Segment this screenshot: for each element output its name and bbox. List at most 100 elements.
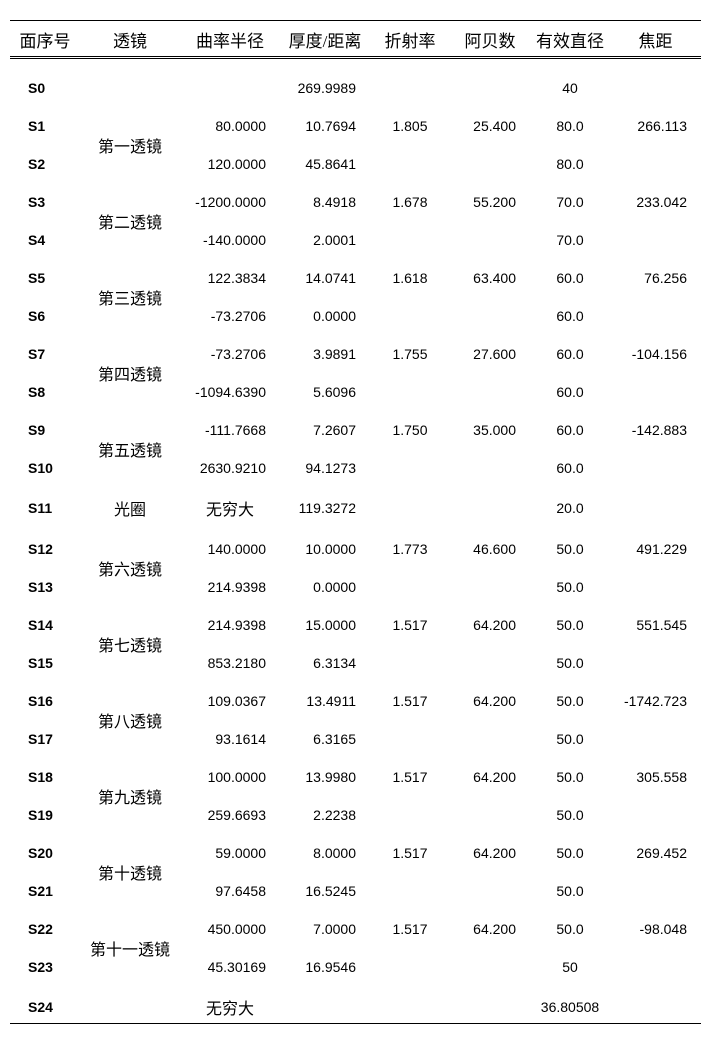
- cell-focal: -1742.723: [610, 691, 701, 710]
- cell-radius: 853.2180: [180, 653, 280, 672]
- cell-thickness: 94.1273: [280, 458, 370, 477]
- cell-thickness: 6.3134: [280, 653, 370, 672]
- cell-abbe: [450, 78, 530, 97]
- cell-thickness: 10.7694: [280, 116, 370, 135]
- cell-index: 1.517: [370, 767, 450, 786]
- cell-thickness: 7.0000: [280, 919, 370, 938]
- cell-diameter: 50.0: [530, 729, 610, 748]
- cell-abbe: [450, 382, 530, 401]
- cell-abbe: 55.200: [450, 192, 530, 211]
- cell-index: 1.517: [370, 615, 450, 634]
- cell-lens: [80, 78, 180, 97]
- cell-abbe: [450, 577, 530, 596]
- cell-diameter: 70.0: [530, 192, 610, 211]
- cell-abbe: [450, 154, 530, 173]
- cell-index: [370, 805, 450, 824]
- cell-surface-no: S15: [10, 653, 80, 672]
- cell-lens: 第十一透镜: [80, 919, 180, 976]
- cell-diameter: 36.80508: [530, 995, 610, 1024]
- cell-radius: 93.1614: [180, 729, 280, 748]
- cell-diameter: 20.0: [530, 496, 610, 520]
- cell-surface-no: S11: [10, 496, 80, 520]
- cell-surface-no: S20: [10, 843, 80, 862]
- table-row: S14第七透镜214.939815.00001.51764.20050.0551…: [10, 615, 701, 634]
- cell-index: [370, 230, 450, 249]
- cell-diameter: 50.0: [530, 881, 610, 900]
- cell-index: [370, 382, 450, 401]
- cell-diameter: 60.0: [530, 458, 610, 477]
- cell-thickness: 7.2607: [280, 420, 370, 439]
- table-row: S20第十透镜59.00008.00001.51764.20050.0269.4…: [10, 843, 701, 862]
- cell-surface-no: S0: [10, 78, 80, 97]
- cell-diameter: 60.0: [530, 268, 610, 287]
- cell-focal: [610, 577, 701, 596]
- cell-radius: -73.2706: [180, 344, 280, 363]
- cell-diameter: 50.0: [530, 919, 610, 938]
- cell-abbe: 46.600: [450, 539, 530, 558]
- table-row: S11光圈无穷大119.327220.0: [10, 496, 701, 520]
- cell-abbe: 64.200: [450, 843, 530, 862]
- cell-focal: [610, 805, 701, 824]
- cell-thickness: 0.0000: [280, 306, 370, 325]
- cell-diameter: 80.0: [530, 154, 610, 173]
- col-thickness: 厚度/距离: [280, 21, 370, 58]
- cell-thickness: 16.5245: [280, 881, 370, 900]
- cell-focal: 266.113: [610, 116, 701, 135]
- cell-radius: -73.2706: [180, 306, 280, 325]
- cell-lens: 第二透镜: [80, 192, 180, 249]
- cell-surface-no: S8: [10, 382, 80, 401]
- table-row: S7第四透镜-73.27063.98911.75527.60060.0-104.…: [10, 344, 701, 363]
- cell-thickness: 8.0000: [280, 843, 370, 862]
- cell-diameter: 50.0: [530, 767, 610, 786]
- cell-abbe: 27.600: [450, 344, 530, 363]
- col-diameter: 有效直径: [530, 21, 610, 58]
- cell-surface-no: S14: [10, 615, 80, 634]
- cell-abbe: [450, 957, 530, 976]
- cell-abbe: [450, 881, 530, 900]
- cell-index: 1.773: [370, 539, 450, 558]
- cell-thickness: 0.0000: [280, 577, 370, 596]
- cell-thickness: 8.4918: [280, 192, 370, 211]
- cell-index: [370, 154, 450, 173]
- cell-thickness: 15.0000: [280, 615, 370, 634]
- cell-lens: 第八透镜: [80, 691, 180, 748]
- col-index: 折射率: [370, 21, 450, 58]
- cell-focal: 305.558: [610, 767, 701, 786]
- cell-focal: [610, 154, 701, 173]
- cell-lens: 第三透镜: [80, 268, 180, 325]
- cell-abbe: 63.400: [450, 268, 530, 287]
- cell-thickness: 269.9989: [280, 78, 370, 97]
- cell-thickness: 2.2238: [280, 805, 370, 824]
- cell-index: [370, 78, 450, 97]
- cell-thickness: 6.3165: [280, 729, 370, 748]
- cell-index: [370, 653, 450, 672]
- cell-focal: [610, 458, 701, 477]
- table-row: S0269.998940: [10, 78, 701, 97]
- cell-radius: 450.0000: [180, 919, 280, 938]
- cell-diameter: 50.0: [530, 691, 610, 710]
- cell-thickness: 14.0741: [280, 268, 370, 287]
- cell-focal: 551.545: [610, 615, 701, 634]
- cell-abbe: 64.200: [450, 919, 530, 938]
- cell-diameter: 50.0: [530, 805, 610, 824]
- col-radius: 曲率半径: [180, 21, 280, 58]
- cell-radius: 259.6693: [180, 805, 280, 824]
- cell-diameter: 60.0: [530, 420, 610, 439]
- cell-focal: [610, 496, 701, 520]
- cell-index: 1.805: [370, 116, 450, 135]
- table-row: S16第八透镜109.036713.49111.51764.20050.0-17…: [10, 691, 701, 710]
- cell-abbe: [450, 653, 530, 672]
- cell-radius: 120.0000: [180, 154, 280, 173]
- cell-lens: 第五透镜: [80, 420, 180, 477]
- cell-surface-no: S23: [10, 957, 80, 976]
- cell-radius: 2630.9210: [180, 458, 280, 477]
- cell-abbe: 25.400: [450, 116, 530, 135]
- cell-diameter: 60.0: [530, 382, 610, 401]
- cell-radius: 无穷大: [180, 995, 280, 1024]
- table-row: S5第三透镜122.383414.07411.61863.40060.076.2…: [10, 268, 701, 287]
- cell-focal: [610, 957, 701, 976]
- cell-abbe: 64.200: [450, 691, 530, 710]
- cell-lens: [80, 995, 180, 1024]
- cell-abbe: [450, 306, 530, 325]
- cell-abbe: [450, 458, 530, 477]
